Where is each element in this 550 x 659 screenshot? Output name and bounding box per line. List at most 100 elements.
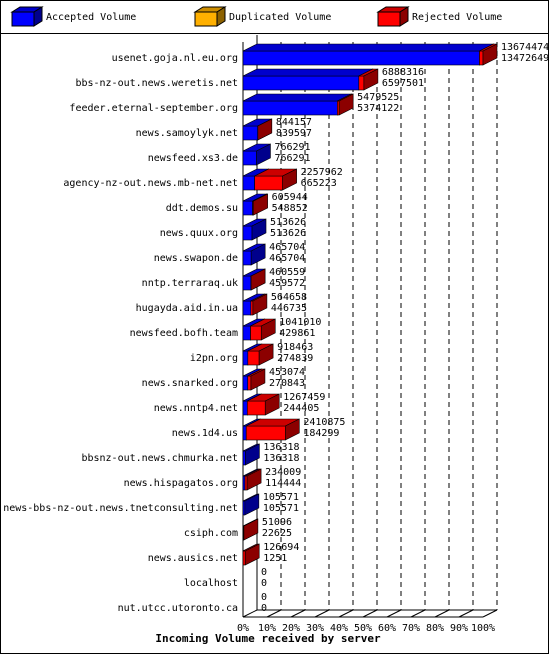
y-tick-label: news.hispagatos.org	[124, 478, 238, 489]
bar	[243, 551, 245, 565]
value-label: 1251	[263, 553, 287, 564]
legend-label: Rejected Volume	[412, 12, 502, 23]
value-label: 22625	[262, 528, 292, 539]
bar-top	[243, 69, 373, 76]
x-tick-label: 80%	[426, 623, 444, 634]
x-tick-label: 0%	[237, 623, 249, 634]
y-tick-label: csiph.com	[184, 528, 238, 539]
value-label: 513626	[270, 228, 306, 239]
bar	[251, 326, 262, 340]
bar	[243, 276, 251, 290]
bar	[243, 476, 245, 490]
value-label: 274839	[277, 353, 313, 364]
value-label: 513626	[270, 217, 306, 228]
bar	[248, 376, 251, 390]
value-label: 105571	[263, 492, 299, 503]
bar	[248, 351, 259, 365]
bar	[243, 201, 253, 215]
value-label: 234009	[265, 467, 301, 478]
y-tick-label: news.samoylyk.net	[136, 128, 238, 139]
bar-top	[243, 94, 351, 101]
bar	[243, 401, 247, 415]
value-label: 766291	[274, 153, 310, 164]
bar	[245, 476, 247, 490]
value-label: 136318	[263, 442, 299, 453]
y-tick-label: ddt.demos.su	[166, 203, 238, 214]
bar	[243, 301, 251, 315]
value-label: 839597	[276, 128, 312, 139]
value-label: 459572	[269, 278, 305, 289]
legend-swatch	[378, 12, 400, 26]
y-tick-label: hugayda.aid.in.ua	[136, 303, 238, 314]
legend-swatch	[195, 12, 217, 26]
value-label: 13472649	[501, 53, 549, 64]
value-label: 51096	[262, 517, 292, 528]
bar	[243, 426, 246, 440]
bar	[251, 301, 253, 315]
value-label: 766291	[274, 142, 310, 153]
value-label: 605944	[272, 192, 308, 203]
bar	[243, 226, 252, 240]
x-tick-label: 70%	[402, 623, 420, 634]
value-label: 244405	[283, 403, 319, 414]
bar	[243, 351, 248, 365]
y-tick-label: i2pn.org	[190, 353, 238, 364]
y-tick-label: newsfeed.bofh.team	[130, 328, 238, 339]
value-label: 6597501	[382, 78, 424, 89]
bar	[243, 151, 256, 165]
value-label: 465704	[269, 242, 305, 253]
value-label: 6888316	[382, 67, 424, 78]
x-tick-label: 10%	[258, 623, 276, 634]
value-label: 126694	[263, 542, 299, 553]
bar	[247, 401, 265, 415]
legend-label: Duplicated Volume	[229, 12, 331, 23]
x-tick-label: 60%	[378, 623, 396, 634]
bar	[243, 76, 359, 90]
value-label: 918463	[277, 342, 313, 353]
bar	[243, 51, 479, 65]
value-label: 136318	[263, 453, 299, 464]
legend-swatch	[12, 12, 34, 26]
value-label: 0	[261, 592, 267, 603]
bar	[243, 176, 255, 190]
bar	[243, 376, 248, 390]
value-label: 429861	[279, 328, 315, 339]
value-label: 0	[261, 567, 267, 578]
y-tick-label: news.snarked.org	[142, 378, 238, 389]
x-tick-label: 20%	[282, 623, 300, 634]
value-label: 548852	[272, 203, 308, 214]
value-label: 5374122	[357, 103, 399, 114]
value-label: 0	[261, 578, 267, 589]
value-label: 460559	[269, 267, 305, 278]
y-tick-label: news-bbs-nz-out.news.tnetconsulting.net	[3, 503, 238, 514]
bar	[479, 51, 483, 65]
bar	[243, 126, 258, 140]
legend-label: Accepted Volume	[46, 12, 136, 23]
value-label: 465704	[269, 253, 305, 264]
y-tick-label: bbsnz-out.news.chmurka.net	[81, 453, 238, 464]
x-tick-label: 100%	[471, 623, 495, 634]
y-tick-label: localhost	[184, 578, 238, 589]
x-tick-label: 90%	[450, 623, 468, 634]
bar	[243, 101, 337, 115]
bar-top	[243, 44, 493, 51]
y-tick-label: usenet.goja.nl.eu.org	[112, 53, 238, 64]
y-tick-label: news.1d4.us	[172, 428, 238, 439]
y-tick-label: news.ausics.net	[148, 553, 238, 564]
bar	[246, 426, 285, 440]
value-label: 114444	[265, 478, 301, 489]
y-tick-label: nut.utcc.utoronto.ca	[118, 603, 238, 614]
x-tick-label: 40%	[330, 623, 348, 634]
value-label: 13674474	[501, 42, 549, 53]
bar	[359, 76, 364, 90]
value-label: 2410875	[303, 417, 345, 428]
y-tick-label: nntp.terraraq.uk	[142, 278, 238, 289]
value-label: 105571	[263, 503, 299, 514]
value-label: 665223	[301, 178, 337, 189]
value-label: 0	[261, 603, 267, 614]
y-tick-label: news.quux.org	[160, 228, 238, 239]
value-label: 446735	[271, 303, 307, 314]
bar	[243, 451, 245, 465]
y-tick-label: agency-nz-out.news.mb-net.net	[63, 178, 238, 189]
